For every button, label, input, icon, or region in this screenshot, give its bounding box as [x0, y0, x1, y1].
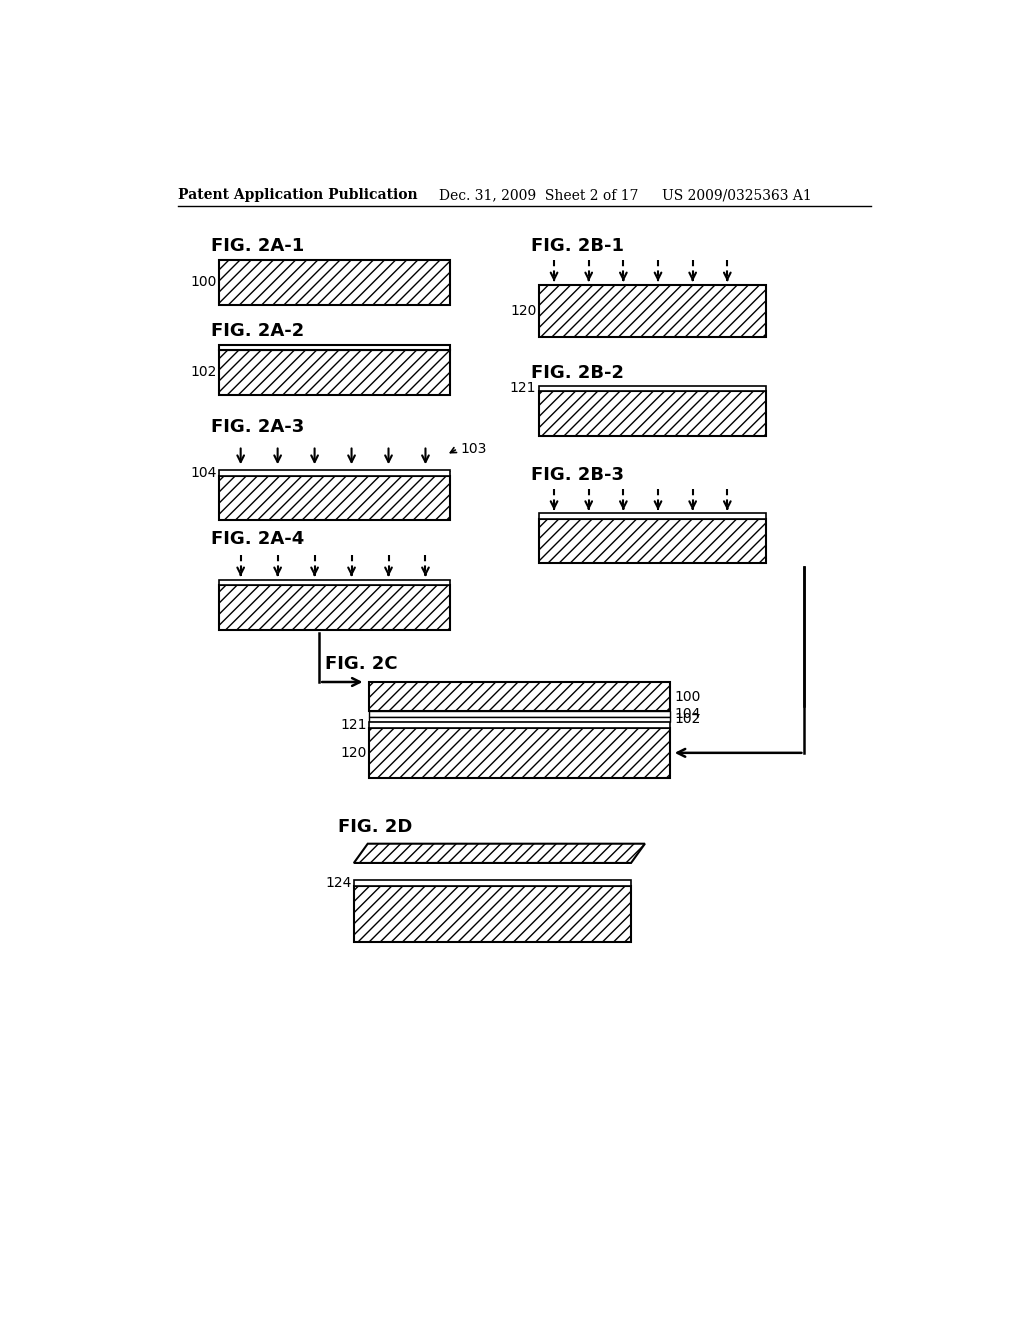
Bar — [219, 260, 451, 305]
Bar — [539, 385, 766, 391]
Bar — [219, 585, 451, 630]
Text: Dec. 31, 2009  Sheet 2 of 17: Dec. 31, 2009 Sheet 2 of 17 — [438, 189, 638, 202]
Text: 100: 100 — [674, 689, 700, 704]
Text: FIG. 2B-2: FIG. 2B-2 — [531, 364, 624, 381]
Text: FIG. 2C: FIG. 2C — [326, 655, 398, 673]
Polygon shape — [354, 843, 645, 863]
Text: 104: 104 — [190, 466, 217, 479]
Bar — [219, 470, 451, 475]
Text: Patent Application Publication: Patent Application Publication — [178, 189, 418, 202]
Text: FIG. 2B-3: FIG. 2B-3 — [531, 466, 624, 483]
Text: 102: 102 — [674, 711, 700, 726]
Bar — [219, 475, 451, 520]
Text: 124: 124 — [326, 876, 351, 890]
Text: FIG. 2A-3: FIG. 2A-3 — [211, 418, 305, 436]
Text: 120: 120 — [510, 304, 537, 318]
Text: FIG. 2D: FIG. 2D — [339, 818, 413, 837]
Bar — [219, 350, 451, 395]
Bar — [539, 391, 766, 436]
Bar — [370, 717, 670, 722]
Bar — [354, 880, 631, 886]
Text: 120: 120 — [341, 746, 367, 760]
Bar — [370, 722, 670, 729]
Text: 121: 121 — [340, 718, 367, 733]
Text: FIG. 2A-1: FIG. 2A-1 — [211, 238, 305, 255]
Text: 100: 100 — [190, 276, 217, 289]
Bar — [539, 519, 766, 564]
Bar — [219, 345, 451, 350]
Text: 104: 104 — [674, 706, 700, 721]
Text: 102: 102 — [190, 366, 217, 379]
Text: FIG. 2B-1: FIG. 2B-1 — [531, 238, 624, 255]
Text: 121: 121 — [510, 381, 537, 395]
Bar — [539, 285, 766, 337]
Text: FIG. 2A-4: FIG. 2A-4 — [211, 529, 305, 548]
Bar — [219, 579, 451, 585]
Bar — [370, 729, 670, 779]
Text: FIG. 2A-2: FIG. 2A-2 — [211, 322, 305, 339]
Text: US 2009/0325363 A1: US 2009/0325363 A1 — [662, 189, 812, 202]
Bar — [354, 886, 631, 942]
Bar — [370, 682, 670, 711]
Bar — [539, 513, 766, 519]
Bar — [370, 711, 670, 717]
Text: 103: 103 — [460, 442, 486, 455]
